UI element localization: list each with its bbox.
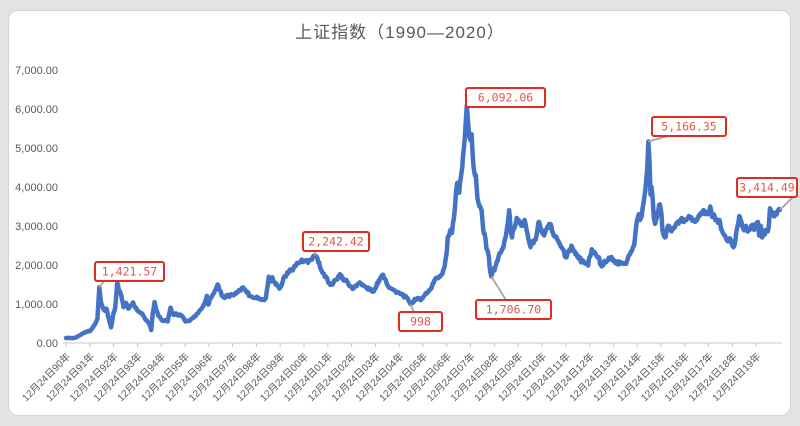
- annotation-box: [94, 261, 165, 282]
- annotation-label: 5,166.35: [661, 120, 716, 134]
- annotation-box: [475, 299, 552, 320]
- annotation-box: [736, 177, 798, 198]
- annotation-label: 6,092.06: [478, 91, 533, 105]
- y-tick-label: 2,000.00: [15, 260, 58, 272]
- annotation-label: 998: [410, 315, 431, 329]
- y-tick-label: 5,000.00: [15, 143, 58, 155]
- y-tick-label: 0.00: [37, 338, 58, 350]
- annotation-leader: [490, 275, 507, 301]
- annotation-leader: [98, 280, 105, 288]
- y-tick-label: 6,000.00: [15, 104, 58, 116]
- annotation-box: [302, 231, 370, 252]
- annotation-label: 1,421.57: [102, 265, 157, 279]
- y-tick-label: 1,000.00: [15, 299, 58, 311]
- annotation-box: [651, 116, 727, 137]
- annotation-label: 2,242.42: [308, 235, 363, 249]
- annotation-leader: [409, 303, 415, 313]
- annotation-label: 3,414.49: [739, 181, 794, 195]
- y-tick-label: 4,000.00: [15, 182, 58, 194]
- chart-title: 上证指数（1990—2020）: [295, 23, 505, 42]
- y-tick-label: 7,000.00: [15, 65, 58, 77]
- annotation-box: [398, 311, 443, 332]
- annotation-leader: [779, 196, 794, 211]
- series-line: [63, 103, 783, 341]
- annotation-box: [465, 87, 546, 108]
- annotation-label: 1,706.70: [486, 303, 541, 317]
- y-tick-label: 3,000.00: [15, 221, 58, 233]
